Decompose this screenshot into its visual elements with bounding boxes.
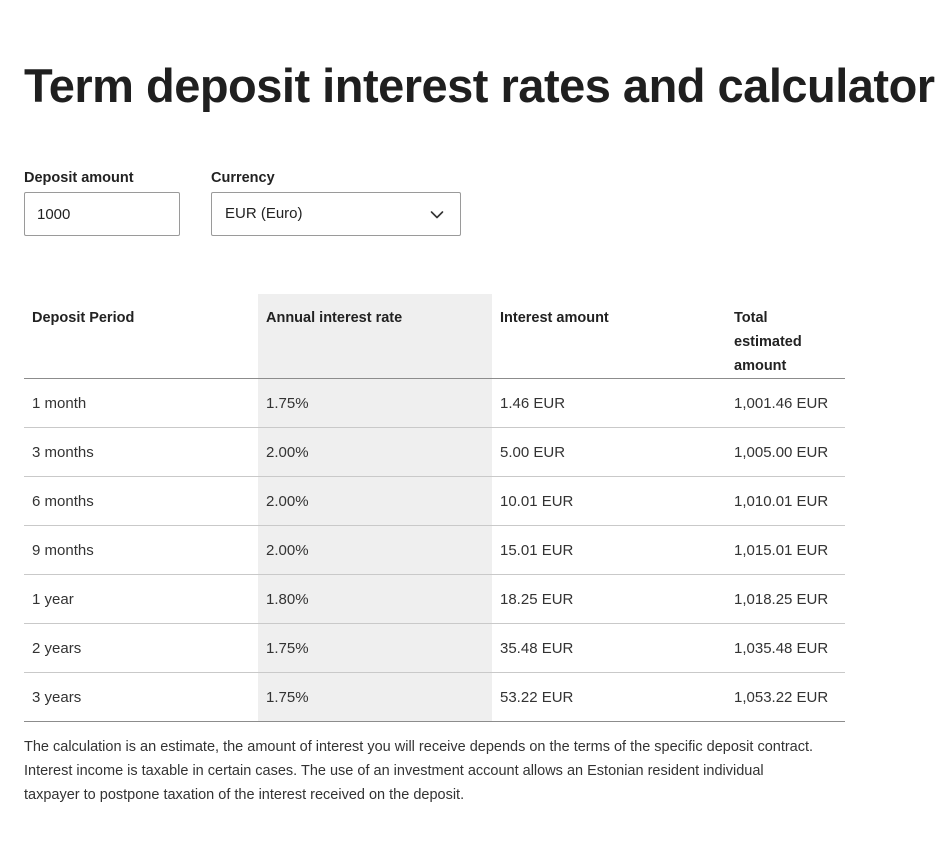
header-interest-amount: Interest amount (492, 294, 726, 379)
cell-period: 2 years (24, 623, 258, 673)
cell-interest: 53.22 EUR (492, 672, 726, 722)
cell-total: 1,018.25 EUR (726, 574, 845, 624)
cell-rate: 1.75% (258, 672, 492, 722)
cell-rate: 1.75% (258, 623, 492, 673)
table-row: 1 month 1.75% 1.46 EUR 1,001.46 EUR (24, 378, 845, 428)
currency-select[interactable]: EUR (Euro) (211, 192, 461, 236)
cell-total: 1,015.01 EUR (726, 525, 845, 575)
cell-interest: 5.00 EUR (492, 427, 726, 477)
cell-interest: 1.46 EUR (492, 378, 726, 428)
cell-interest: 18.25 EUR (492, 574, 726, 624)
cell-total: 1,053.22 EUR (726, 672, 845, 722)
cell-rate: 2.00% (258, 525, 492, 575)
cell-period: 3 years (24, 672, 258, 722)
header-annual-interest-rate: Annual interest rate (258, 294, 492, 379)
table-row: 2 years 1.75% 35.48 EUR 1,035.48 EUR (24, 623, 845, 673)
cell-period: 9 months (24, 525, 258, 575)
table-row: 9 months 2.00% 15.01 EUR 1,015.01 EUR (24, 525, 845, 575)
cell-rate: 2.00% (258, 427, 492, 477)
cell-rate: 2.00% (258, 476, 492, 526)
table-header-row: Deposit Period Annual interest rate Inte… (24, 294, 845, 379)
currency-label: Currency (211, 170, 275, 186)
cell-rate: 1.75% (258, 378, 492, 428)
cell-total: 1,010.01 EUR (726, 476, 845, 526)
table-row: 3 months 2.00% 5.00 EUR 1,005.00 EUR (24, 427, 845, 477)
disclaimer-text: The calculation is an estimate, the amou… (24, 739, 814, 803)
cell-interest: 10.01 EUR (492, 476, 726, 526)
interest-rates-table: Deposit Period Annual interest rate Inte… (24, 294, 845, 722)
table-row: 3 years 1.75% 53.22 EUR 1,053.22 EUR (24, 672, 845, 722)
deposit-amount-input[interactable] (24, 192, 180, 236)
table-row: 6 months 2.00% 10.01 EUR 1,010.01 EUR (24, 476, 845, 526)
cell-rate: 1.80% (258, 574, 492, 624)
table-row: 1 year 1.80% 18.25 EUR 1,018.25 EUR (24, 574, 845, 624)
cell-period: 6 months (24, 476, 258, 526)
cell-period: 1 month (24, 378, 258, 428)
cell-total: 1,005.00 EUR (726, 427, 845, 477)
deposit-amount-label: Deposit amount (24, 170, 134, 186)
cell-period: 3 months (24, 427, 258, 477)
cell-interest: 15.01 EUR (492, 525, 726, 575)
cell-total: 1,035.48 EUR (726, 623, 845, 673)
cell-total: 1,001.46 EUR (726, 378, 845, 428)
currency-selected-value: EUR (Euro) (225, 205, 303, 222)
chevron-down-icon (430, 211, 444, 219)
page-title: Term deposit interest rates and calculat… (24, 59, 935, 112)
header-deposit-period: Deposit Period (24, 294, 258, 379)
header-total-estimated-amount: Total estimated amount (726, 294, 845, 379)
cell-period: 1 year (24, 574, 258, 624)
cell-interest: 35.48 EUR (492, 623, 726, 673)
